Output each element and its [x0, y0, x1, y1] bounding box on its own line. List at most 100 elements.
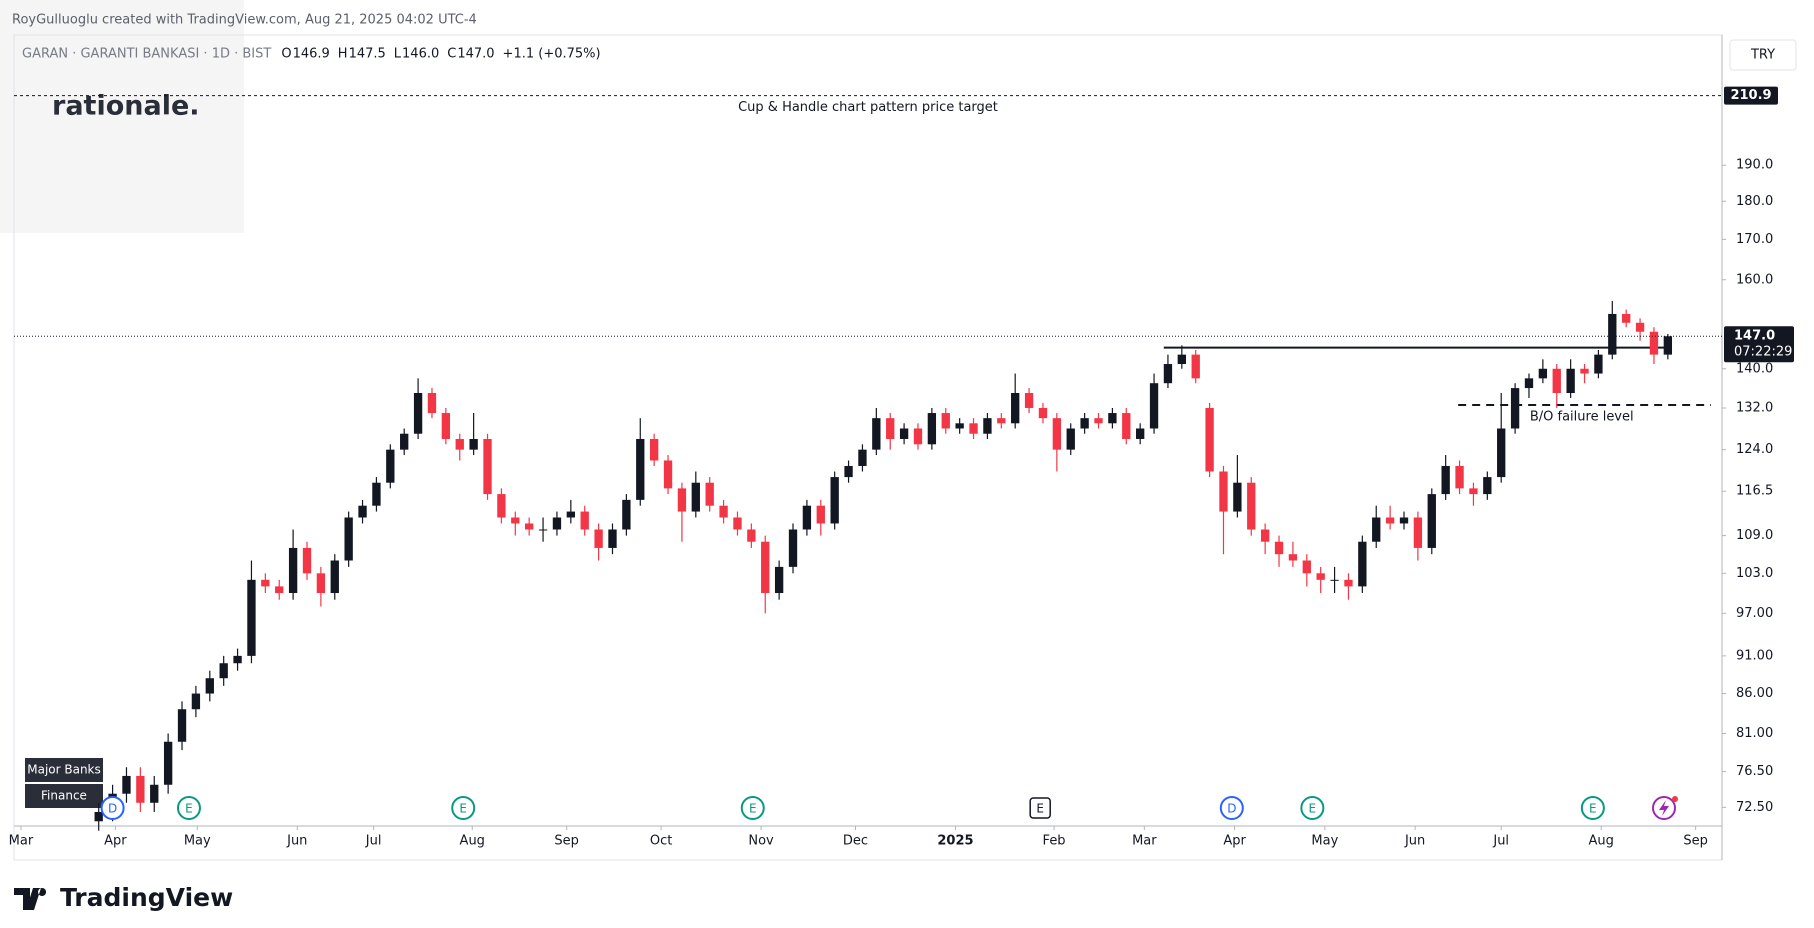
- candle-body: [483, 438, 492, 495]
- flash-dot: [1672, 796, 1678, 802]
- y-tick-label: 76.50: [1736, 764, 1773, 779]
- event-marker[interactable]: [1580, 796, 1605, 820]
- event-marker[interactable]: [1300, 796, 1325, 820]
- x-tick-label: Sep: [554, 834, 579, 849]
- ohlc-key: C: [447, 47, 456, 62]
- candle-body: [677, 488, 687, 512]
- y-tick-label: 160.0: [1736, 272, 1773, 287]
- event-label: E: [1309, 802, 1317, 816]
- candle-body: [608, 529, 617, 548]
- x-tick-label: May: [184, 834, 211, 849]
- candle-body: [913, 428, 923, 445]
- price-label-box: [1724, 86, 1778, 105]
- candle-body: [1622, 313, 1631, 323]
- y-tick-label: 140.0: [1736, 361, 1773, 376]
- candle-body: [288, 547, 298, 594]
- candle-body: [844, 465, 853, 478]
- event-marker[interactable]: [100, 796, 125, 820]
- candle-body: [1177, 354, 1186, 365]
- x-tick-label: Jun: [1404, 834, 1425, 849]
- candle-body: [1566, 368, 1575, 394]
- candle-body: [1011, 393, 1020, 424]
- candle-body: [1094, 418, 1103, 424]
- x-tick-label: May: [1311, 834, 1338, 849]
- x-tick-label: Mar: [9, 834, 34, 849]
- candle-body: [594, 529, 603, 548]
- candle-body: [1649, 331, 1659, 355]
- candle-body: [455, 438, 464, 450]
- candle-body: [427, 393, 437, 414]
- candle-body: [552, 517, 562, 530]
- candle-body: [1594, 354, 1603, 374]
- candle-body: [636, 438, 645, 500]
- candle-body: [1413, 517, 1423, 548]
- candle-body: [233, 655, 242, 664]
- candle-body: [1663, 336, 1673, 355]
- candle-body: [441, 413, 451, 439]
- event-label: E: [459, 802, 467, 816]
- event-marker[interactable]: [451, 796, 476, 820]
- candle-body: [497, 494, 506, 518]
- y-tick-label: 190.0: [1736, 158, 1773, 173]
- candle-body: [1580, 368, 1589, 374]
- candle-body: [275, 586, 284, 594]
- last-price-label: 147.0: [1734, 329, 1775, 344]
- candle-body: [1385, 517, 1395, 524]
- candle-body: [1330, 579, 1339, 581]
- candle-body: [302, 547, 312, 574]
- candle-body: [1302, 560, 1311, 574]
- candle-body: [955, 423, 964, 429]
- candle-body: [358, 505, 367, 518]
- candle-body: [1524, 378, 1534, 389]
- candle-body: [372, 482, 381, 506]
- candle-body: [1080, 418, 1089, 429]
- symbol-title: GARAN · GARANTI BANKASI · 1D · BIST: [22, 47, 271, 62]
- candle-body: [983, 418, 992, 434]
- ohlc-key: O: [281, 47, 291, 62]
- candle-body: [205, 678, 214, 694]
- candle-body: [1163, 364, 1173, 384]
- candle-body: [622, 499, 631, 530]
- event-marker[interactable]: [176, 796, 201, 820]
- x-tick-label: 2025: [937, 834, 973, 849]
- candle-body: [150, 784, 159, 803]
- last-price-box: [1724, 326, 1794, 363]
- y-tick-label: 124.0: [1736, 442, 1773, 457]
- x-tick-label: Dec: [843, 834, 868, 849]
- candle-body: [733, 517, 742, 530]
- candle-body: [691, 482, 700, 512]
- candle-body: [1538, 368, 1548, 379]
- event-marker[interactable]: [740, 796, 765, 820]
- candle-body: [1288, 554, 1298, 561]
- candle-body: [1136, 428, 1145, 439]
- candle-body: [1635, 322, 1645, 332]
- event-marker[interactable]: [1029, 797, 1051, 819]
- y-tick-label: 81.00: [1736, 726, 1773, 741]
- candle-body: [511, 517, 520, 524]
- candle-body: [997, 418, 1006, 424]
- y-tick-label: 132.0: [1736, 400, 1773, 415]
- y-tick-label: 109.0: [1736, 528, 1773, 543]
- flash-icon[interactable]: [1652, 796, 1678, 820]
- candle-body: [1108, 413, 1117, 424]
- event-marker[interactable]: [1219, 796, 1244, 820]
- candle-body: [538, 529, 548, 531]
- y-tick-label: 170.0: [1736, 232, 1773, 247]
- candle-body: [94, 811, 103, 822]
- currency: TRY: [1750, 48, 1775, 63]
- tag: Finance: [41, 789, 87, 803]
- x-tick-label: Jul: [365, 834, 382, 849]
- candle-body: [1399, 517, 1409, 524]
- candle-body: [1358, 541, 1367, 587]
- candle-body: [941, 413, 950, 429]
- tag: Major Banks: [27, 763, 101, 777]
- event-label: E: [1036, 802, 1044, 816]
- currency-box[interactable]: [1729, 39, 1797, 71]
- candle-body: [1510, 388, 1520, 429]
- candle-body: [1344, 579, 1353, 587]
- candle-body: [400, 433, 409, 450]
- candle-body: [344, 517, 353, 561]
- candle-body: [663, 460, 673, 489]
- y-tick-label: 180.0: [1736, 194, 1773, 209]
